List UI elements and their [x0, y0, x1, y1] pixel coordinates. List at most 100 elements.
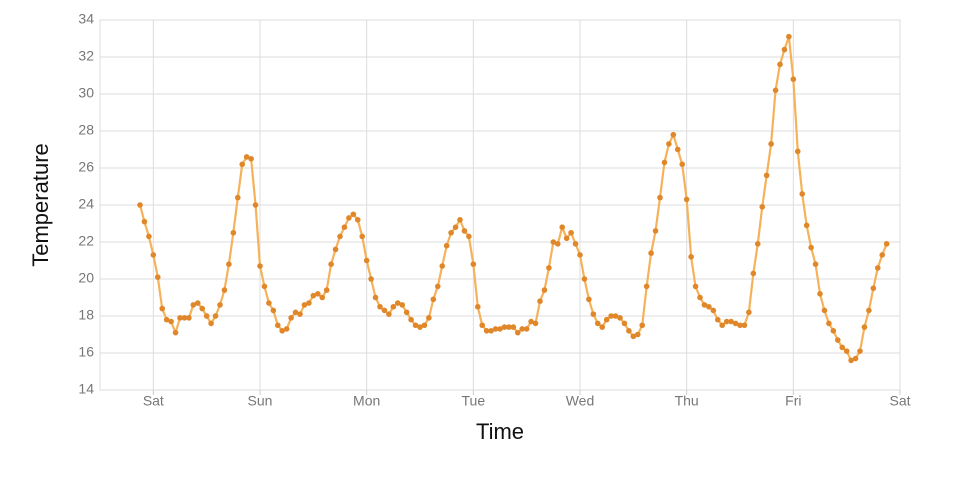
- point: [434, 283, 441, 290]
- point: [532, 320, 539, 327]
- x-tick-label: Wed: [566, 393, 595, 409]
- point: [634, 331, 641, 338]
- point: [670, 131, 677, 138]
- point: [377, 303, 383, 310]
- point: [270, 307, 277, 314]
- point: [817, 291, 823, 297]
- x-axis-label: Time: [476, 419, 524, 444]
- point: [688, 253, 694, 260]
- point: [452, 224, 459, 230]
- point: [248, 155, 254, 162]
- point: [786, 33, 792, 40]
- point: [652, 228, 659, 234]
- y-tick-label: 28: [78, 122, 94, 138]
- point: [470, 261, 477, 268]
- point: [559, 224, 566, 230]
- point: [172, 329, 179, 336]
- point: [310, 292, 317, 299]
- point: [368, 276, 374, 282]
- point: [706, 303, 712, 310]
- point: [421, 322, 428, 329]
- x-tick-label: Sat: [143, 393, 164, 409]
- point: [181, 315, 188, 321]
- point: [483, 328, 490, 334]
- point: [297, 311, 303, 317]
- point: [190, 302, 197, 308]
- point: [163, 316, 170, 323]
- point: [577, 252, 583, 258]
- point: [257, 263, 263, 269]
- point: [759, 204, 766, 210]
- y-tick-label: 30: [78, 85, 94, 101]
- point: [746, 309, 752, 316]
- point: [843, 348, 850, 354]
- line: [138, 35, 888, 362]
- point: [794, 148, 801, 155]
- point: [168, 318, 174, 325]
- point: [879, 252, 886, 258]
- x-tick-label: Fri: [785, 393, 801, 409]
- point: [866, 307, 872, 314]
- point: [288, 315, 294, 321]
- point: [599, 324, 606, 330]
- point: [474, 303, 481, 310]
- point: [612, 313, 619, 319]
- point: [403, 309, 410, 316]
- point: [741, 322, 748, 329]
- point: [754, 241, 761, 247]
- point: [697, 294, 703, 301]
- point: [412, 322, 419, 329]
- point: [581, 276, 588, 282]
- point: [226, 261, 232, 268]
- point: [261, 283, 268, 290]
- point: [212, 313, 219, 319]
- point: [194, 300, 201, 306]
- point: [666, 141, 672, 147]
- point: [546, 265, 552, 271]
- point: [137, 202, 143, 208]
- point: [639, 322, 646, 329]
- point: [323, 287, 330, 293]
- point: [710, 307, 717, 314]
- point: [221, 287, 228, 293]
- point: [150, 252, 157, 258]
- point: [701, 302, 708, 308]
- point: [177, 315, 183, 321]
- point: [768, 141, 774, 147]
- point: [510, 324, 517, 330]
- point: [239, 161, 246, 168]
- point: [723, 318, 730, 325]
- point: [279, 328, 286, 334]
- point: [243, 154, 250, 160]
- point: [799, 191, 806, 197]
- point: [426, 315, 432, 321]
- point: [292, 309, 299, 316]
- point: [630, 333, 637, 340]
- point: [314, 291, 321, 297]
- x-tick-label: Sun: [248, 393, 273, 409]
- point: [408, 316, 414, 323]
- point: [306, 300, 312, 306]
- point: [501, 324, 508, 330]
- point: [217, 302, 223, 308]
- point: [523, 326, 530, 332]
- point: [839, 344, 846, 351]
- point: [834, 337, 841, 343]
- point: [381, 307, 388, 314]
- point: [674, 146, 681, 153]
- point: [648, 250, 654, 256]
- point: [274, 322, 281, 329]
- x-tick-label: Thu: [675, 393, 699, 409]
- point: [234, 194, 241, 201]
- y-tick-label: 32: [78, 48, 94, 64]
- point: [417, 324, 423, 330]
- point: [488, 328, 494, 334]
- y-tick-label: 14: [78, 381, 94, 397]
- point: [399, 302, 406, 308]
- point: [386, 311, 392, 317]
- point: [790, 76, 797, 82]
- point: [679, 161, 686, 168]
- point: [457, 217, 463, 223]
- point: [563, 235, 570, 242]
- point: [870, 285, 877, 292]
